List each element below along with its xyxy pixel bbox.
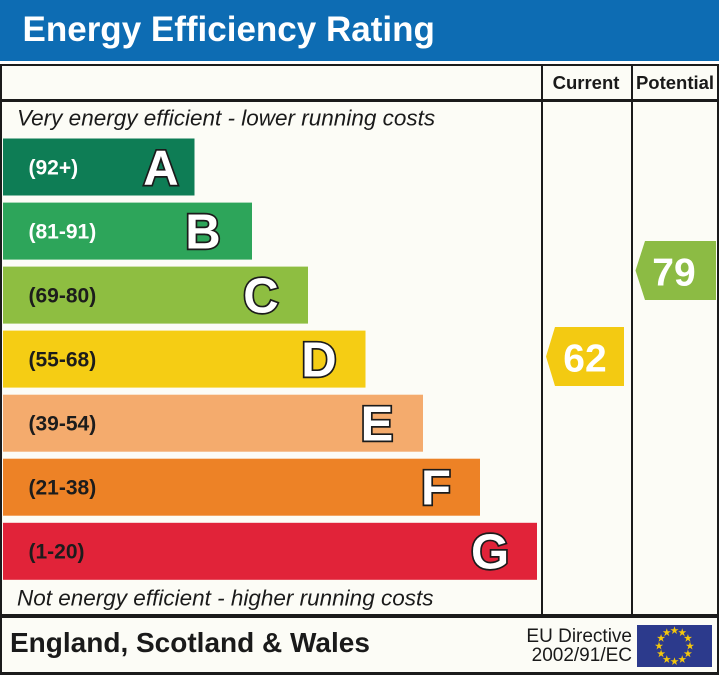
- svg-text:(69-80): (69-80): [29, 285, 97, 308]
- svg-text:England, Scotland & Wales: England, Scotland & Wales: [10, 627, 370, 658]
- svg-text:A: A: [143, 141, 178, 195]
- svg-text:Energy Efficiency Rating: Energy Efficiency Rating: [23, 10, 435, 49]
- svg-text:D: D: [301, 333, 336, 387]
- svg-text:(92+): (92+): [29, 157, 79, 180]
- svg-text:2002/91/EC: 2002/91/EC: [532, 645, 632, 666]
- svg-text:(39-54): (39-54): [29, 413, 97, 436]
- svg-text:(1-20): (1-20): [29, 541, 85, 564]
- svg-text:Current: Current: [553, 72, 620, 93]
- svg-text:Potential: Potential: [636, 72, 714, 93]
- svg-text:F: F: [421, 462, 451, 516]
- svg-text:E: E: [361, 398, 394, 452]
- svg-text:C: C: [243, 269, 278, 323]
- svg-text:EU Directive: EU Directive: [526, 626, 632, 647]
- svg-text:79: 79: [652, 252, 695, 295]
- svg-text:(81-91): (81-91): [29, 221, 97, 244]
- svg-text:B: B: [185, 205, 220, 259]
- svg-text:(21-38): (21-38): [29, 477, 97, 500]
- svg-text:Not energy efficient - higher: Not energy efficient - higher running co…: [17, 586, 433, 611]
- svg-text:G: G: [471, 526, 509, 580]
- svg-text:Very energy efficient - lower: Very energy efficient - lower running co…: [17, 106, 435, 131]
- svg-text:62: 62: [563, 338, 606, 381]
- svg-text:(55-68): (55-68): [29, 349, 97, 372]
